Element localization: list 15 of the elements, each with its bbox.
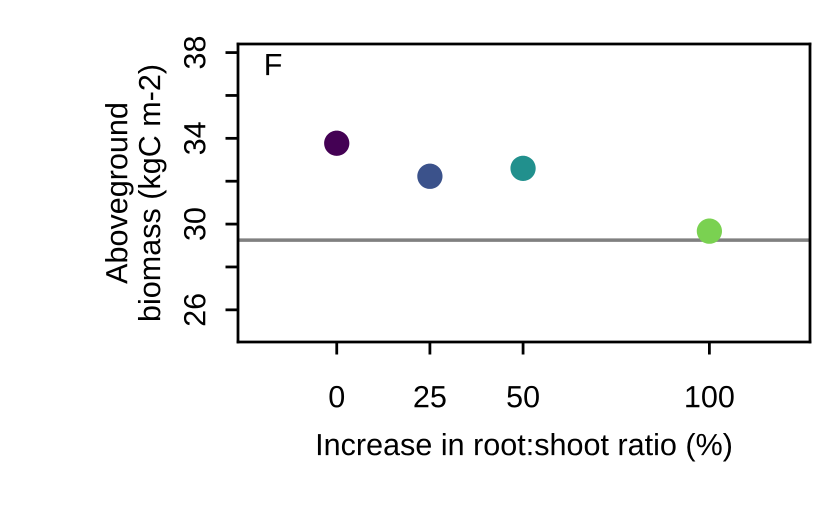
y-tick-label: 34 (184, 122, 206, 154)
y-tick-label: 30 (184, 208, 206, 240)
point (324, 130, 350, 156)
point (696, 218, 722, 244)
y-axis-title: Aboveground biomass (kgC m-2) (105, 66, 166, 320)
x-tick-label: 100 (686, 386, 734, 408)
x-tick-label: 50 (507, 386, 539, 408)
x-axis-title: Increase in root:shoot ratio (%) (318, 432, 732, 462)
annotation: F (266, 54, 282, 76)
y-tick-label: 26 (184, 294, 206, 326)
y-tick-label: 38 (184, 36, 206, 68)
x-tick-label: 25 (414, 386, 446, 408)
x-tick-label: 0 (329, 386, 344, 408)
point (510, 156, 536, 181)
point (417, 164, 443, 189)
